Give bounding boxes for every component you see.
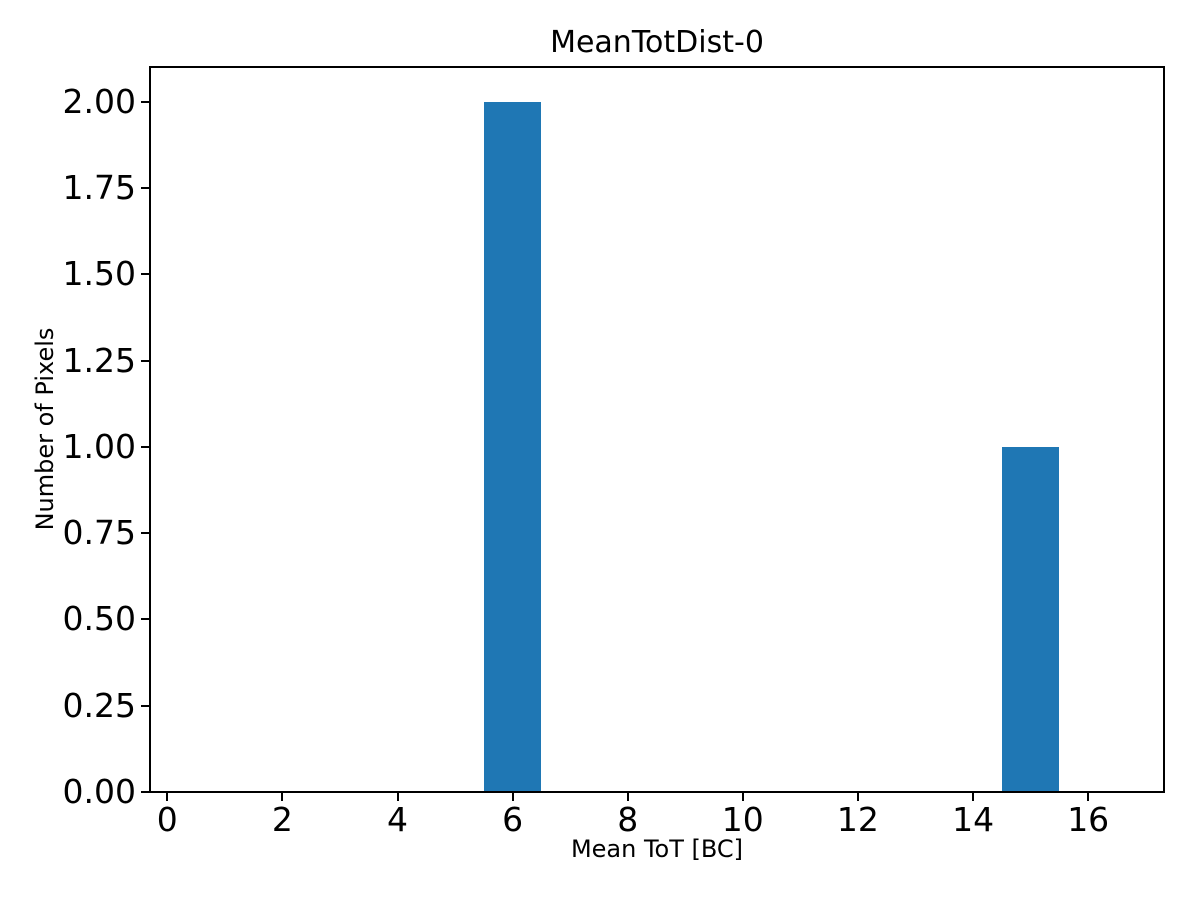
y-tick-label: 0.25 — [62, 685, 136, 725]
y-tick-mark — [141, 704, 149, 707]
y-tick-mark — [141, 273, 149, 276]
y-tick-label: 1.50 — [62, 254, 136, 294]
y-tick-mark — [141, 532, 149, 535]
x-tick-mark — [972, 793, 975, 801]
x-tick-mark — [1087, 793, 1090, 801]
x-tick-mark — [741, 793, 744, 801]
x-tick-label: 8 — [617, 800, 639, 839]
y-tick-label: 1.25 — [62, 340, 136, 380]
x-tick-mark — [856, 793, 859, 801]
y-tick-label: 0.50 — [62, 599, 136, 639]
y-tick-label: 0.75 — [62, 513, 136, 553]
histogram-bar — [1001, 446, 1060, 791]
y-tick-label: 0.00 — [62, 772, 136, 811]
x-tick-mark — [166, 793, 169, 801]
x-tick-label: 16 — [1067, 800, 1110, 839]
x-tick-label: 4 — [387, 800, 408, 839]
x-tick-label: 0 — [156, 800, 178, 839]
histogram-bar — [483, 101, 542, 791]
x-tick-label: 2 — [271, 800, 293, 839]
y-tick-mark — [141, 186, 149, 189]
x-tick-label: 14 — [952, 800, 995, 839]
y-tick-mark — [141, 791, 149, 793]
chart-title: MeanTotDist-0 — [550, 25, 764, 60]
x-axis-label: Mean ToT [BC] — [570, 835, 744, 863]
y-tick-label: 2.00 — [62, 81, 136, 121]
plot-area — [149, 66, 1165, 793]
y-tick-mark — [141, 100, 149, 103]
x-tick-mark — [281, 793, 284, 801]
x-tick-mark — [511, 793, 514, 801]
x-tick-mark — [626, 793, 629, 801]
y-tick-mark — [141, 359, 149, 362]
x-tick-mark — [396, 793, 399, 801]
y-tick-mark — [141, 445, 149, 448]
y-tick-label: 1.00 — [62, 426, 136, 466]
y-tick-mark — [141, 618, 149, 621]
x-tick-label: 10 — [721, 800, 764, 839]
y-tick-label: 1.75 — [62, 167, 136, 207]
x-tick-label: 12 — [836, 800, 879, 839]
x-tick-label: 6 — [502, 800, 524, 839]
